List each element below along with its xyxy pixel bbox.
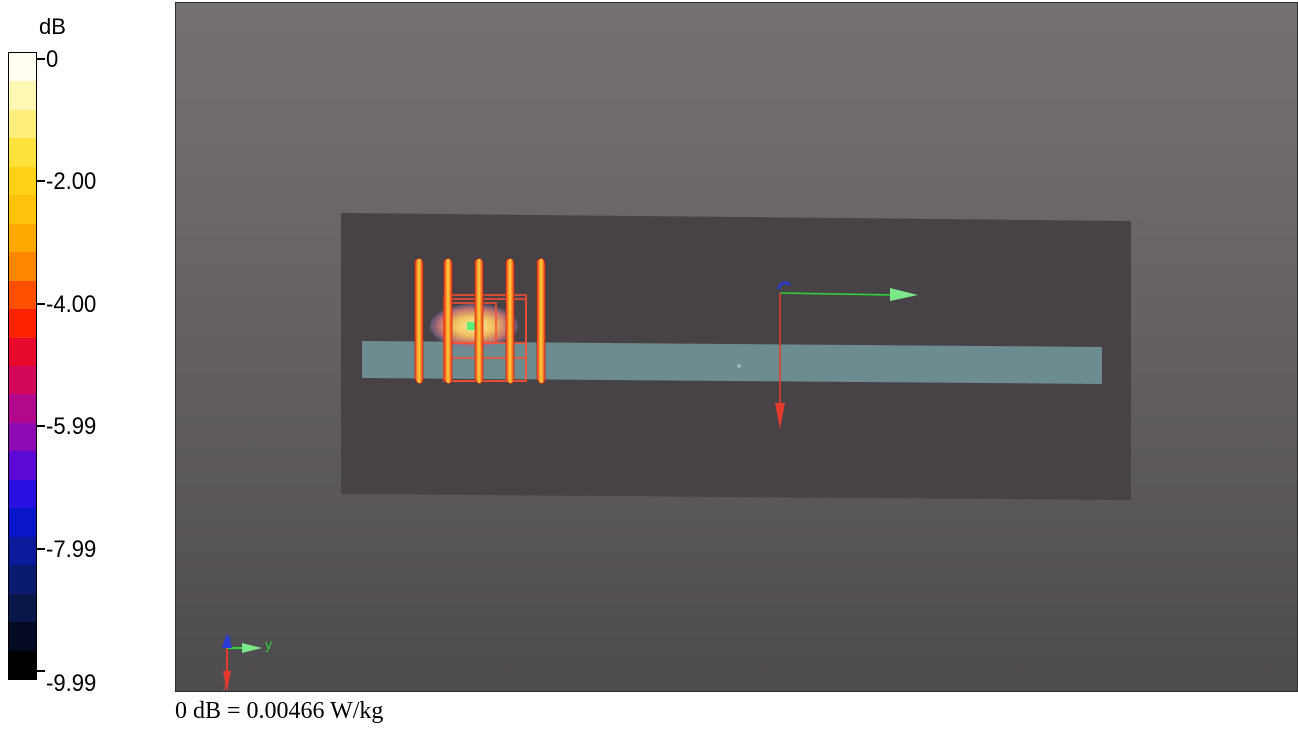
- legend-tick-label: -5.99: [46, 413, 97, 440]
- peak-marker: [467, 322, 475, 330]
- legend-color-band: [9, 166, 36, 196]
- legend-tick-label: -2.00: [46, 168, 97, 195]
- legend-tick-label: -9.99: [46, 670, 97, 697]
- legend-color-band: [9, 280, 36, 310]
- y-axis-arrowhead: [890, 288, 918, 301]
- triad-label-y: y: [265, 636, 272, 652]
- phantom-slab: [362, 341, 1102, 384]
- triad-label-x: x: [223, 679, 229, 692]
- legend-tick-label: -7.99: [46, 536, 97, 563]
- legend-tick-mark: [37, 303, 45, 305]
- legend-color-band: [9, 422, 36, 452]
- 3d-scene[interactable]: y z x: [176, 3, 1298, 692]
- legend-color-band: [9, 593, 36, 623]
- legend-color-band: [9, 81, 36, 110]
- legend-color-band: [9, 252, 36, 281]
- z-axis-arrowhead: [776, 281, 791, 290]
- legend-tick-mark: [37, 58, 45, 60]
- color-scale-bar: [8, 52, 37, 680]
- orientation-triad: y z x: [222, 632, 272, 692]
- legend-color-band: [9, 650, 36, 679]
- reference-point: [737, 364, 741, 368]
- legend-color-band: [9, 337, 36, 366]
- color-scale-legend: dB 0 -2.00 -4.00 -5.99 -7.99 -9.99: [0, 0, 175, 736]
- legend-tick-mark: [37, 180, 45, 182]
- legend-color-band: [9, 565, 36, 594]
- legend-tick-mark: [37, 670, 45, 672]
- legend-tick-mark: [37, 425, 45, 427]
- legend-color-band: [9, 622, 36, 651]
- legend-tick-label: -4.00: [46, 291, 97, 318]
- legend-color-band: [9, 109, 36, 139]
- reference-level-caption: 0 dB = 0.00466 W/kg: [175, 698, 384, 724]
- legend-color-band: [9, 138, 36, 167]
- legend-color-band: [9, 309, 36, 338]
- legend-color-band: [9, 508, 36, 537]
- legend-unit-label: dB: [39, 14, 66, 39]
- legend-color-band: [9, 195, 36, 224]
- legend-color-band: [9, 479, 36, 509]
- legend-color-band: [9, 394, 36, 423]
- legend-tick-label: 0: [46, 46, 59, 73]
- 3d-viewport[interactable]: y z x: [175, 2, 1298, 692]
- legend-color-band: [9, 53, 36, 82]
- x-axis-arrowhead: [775, 403, 785, 429]
- probe-fins: [414, 258, 546, 384]
- legend-color-band: [9, 365, 36, 395]
- triad-label-z: z: [226, 632, 232, 646]
- legend-color-band: [9, 451, 36, 480]
- y-axis-line: [779, 292, 897, 296]
- legend-color-band: [9, 223, 36, 253]
- origin-axes: [775, 281, 918, 429]
- legend-color-band: [9, 536, 36, 566]
- legend-tick-mark: [37, 548, 45, 550]
